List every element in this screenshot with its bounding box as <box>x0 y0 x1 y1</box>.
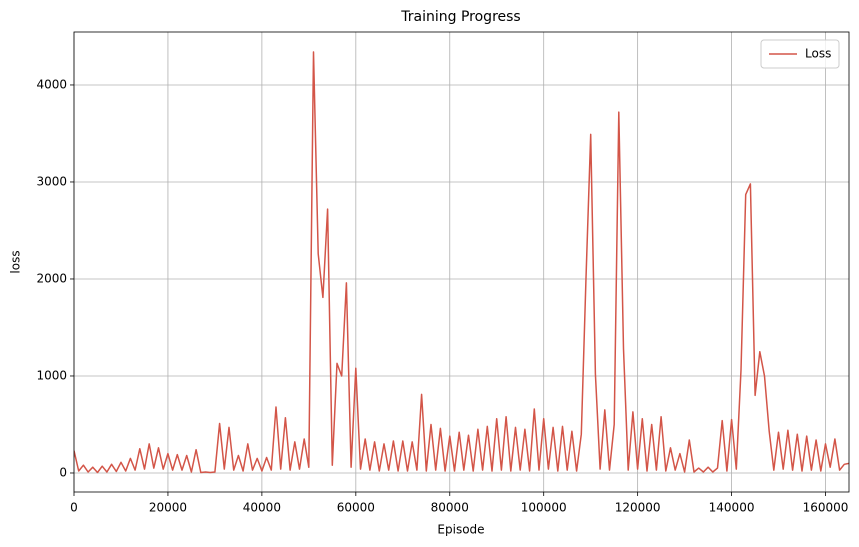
x-tick-label: 140000 <box>709 501 755 515</box>
y-tick-label: 1000 <box>36 368 67 382</box>
plot-frame <box>73 31 850 493</box>
x-tick-label: 20000 <box>149 501 187 515</box>
x-tick-label: 0 <box>70 501 78 515</box>
legend-box <box>760 39 840 69</box>
x-tick-label: 160000 <box>803 501 849 515</box>
y-tick-label: 4000 <box>36 77 67 91</box>
x-tick-label: 120000 <box>615 501 661 515</box>
y-axis-label: loss <box>9 250 23 273</box>
chart-title: Training Progress <box>400 9 520 25</box>
x-axis-label: Episode <box>437 523 484 537</box>
x-tick-label: 40000 <box>243 501 281 515</box>
y-tick-label: 3000 <box>36 174 67 188</box>
y-tick-label: 0 <box>59 465 67 479</box>
x-tick-label: 80000 <box>431 501 469 515</box>
loss-line <box>74 51 849 474</box>
x-tick-label: 100000 <box>521 501 567 515</box>
legend-label: Loss <box>805 47 831 61</box>
x-tick-label: 60000 <box>337 501 375 515</box>
y-tick-label: 2000 <box>36 271 67 285</box>
